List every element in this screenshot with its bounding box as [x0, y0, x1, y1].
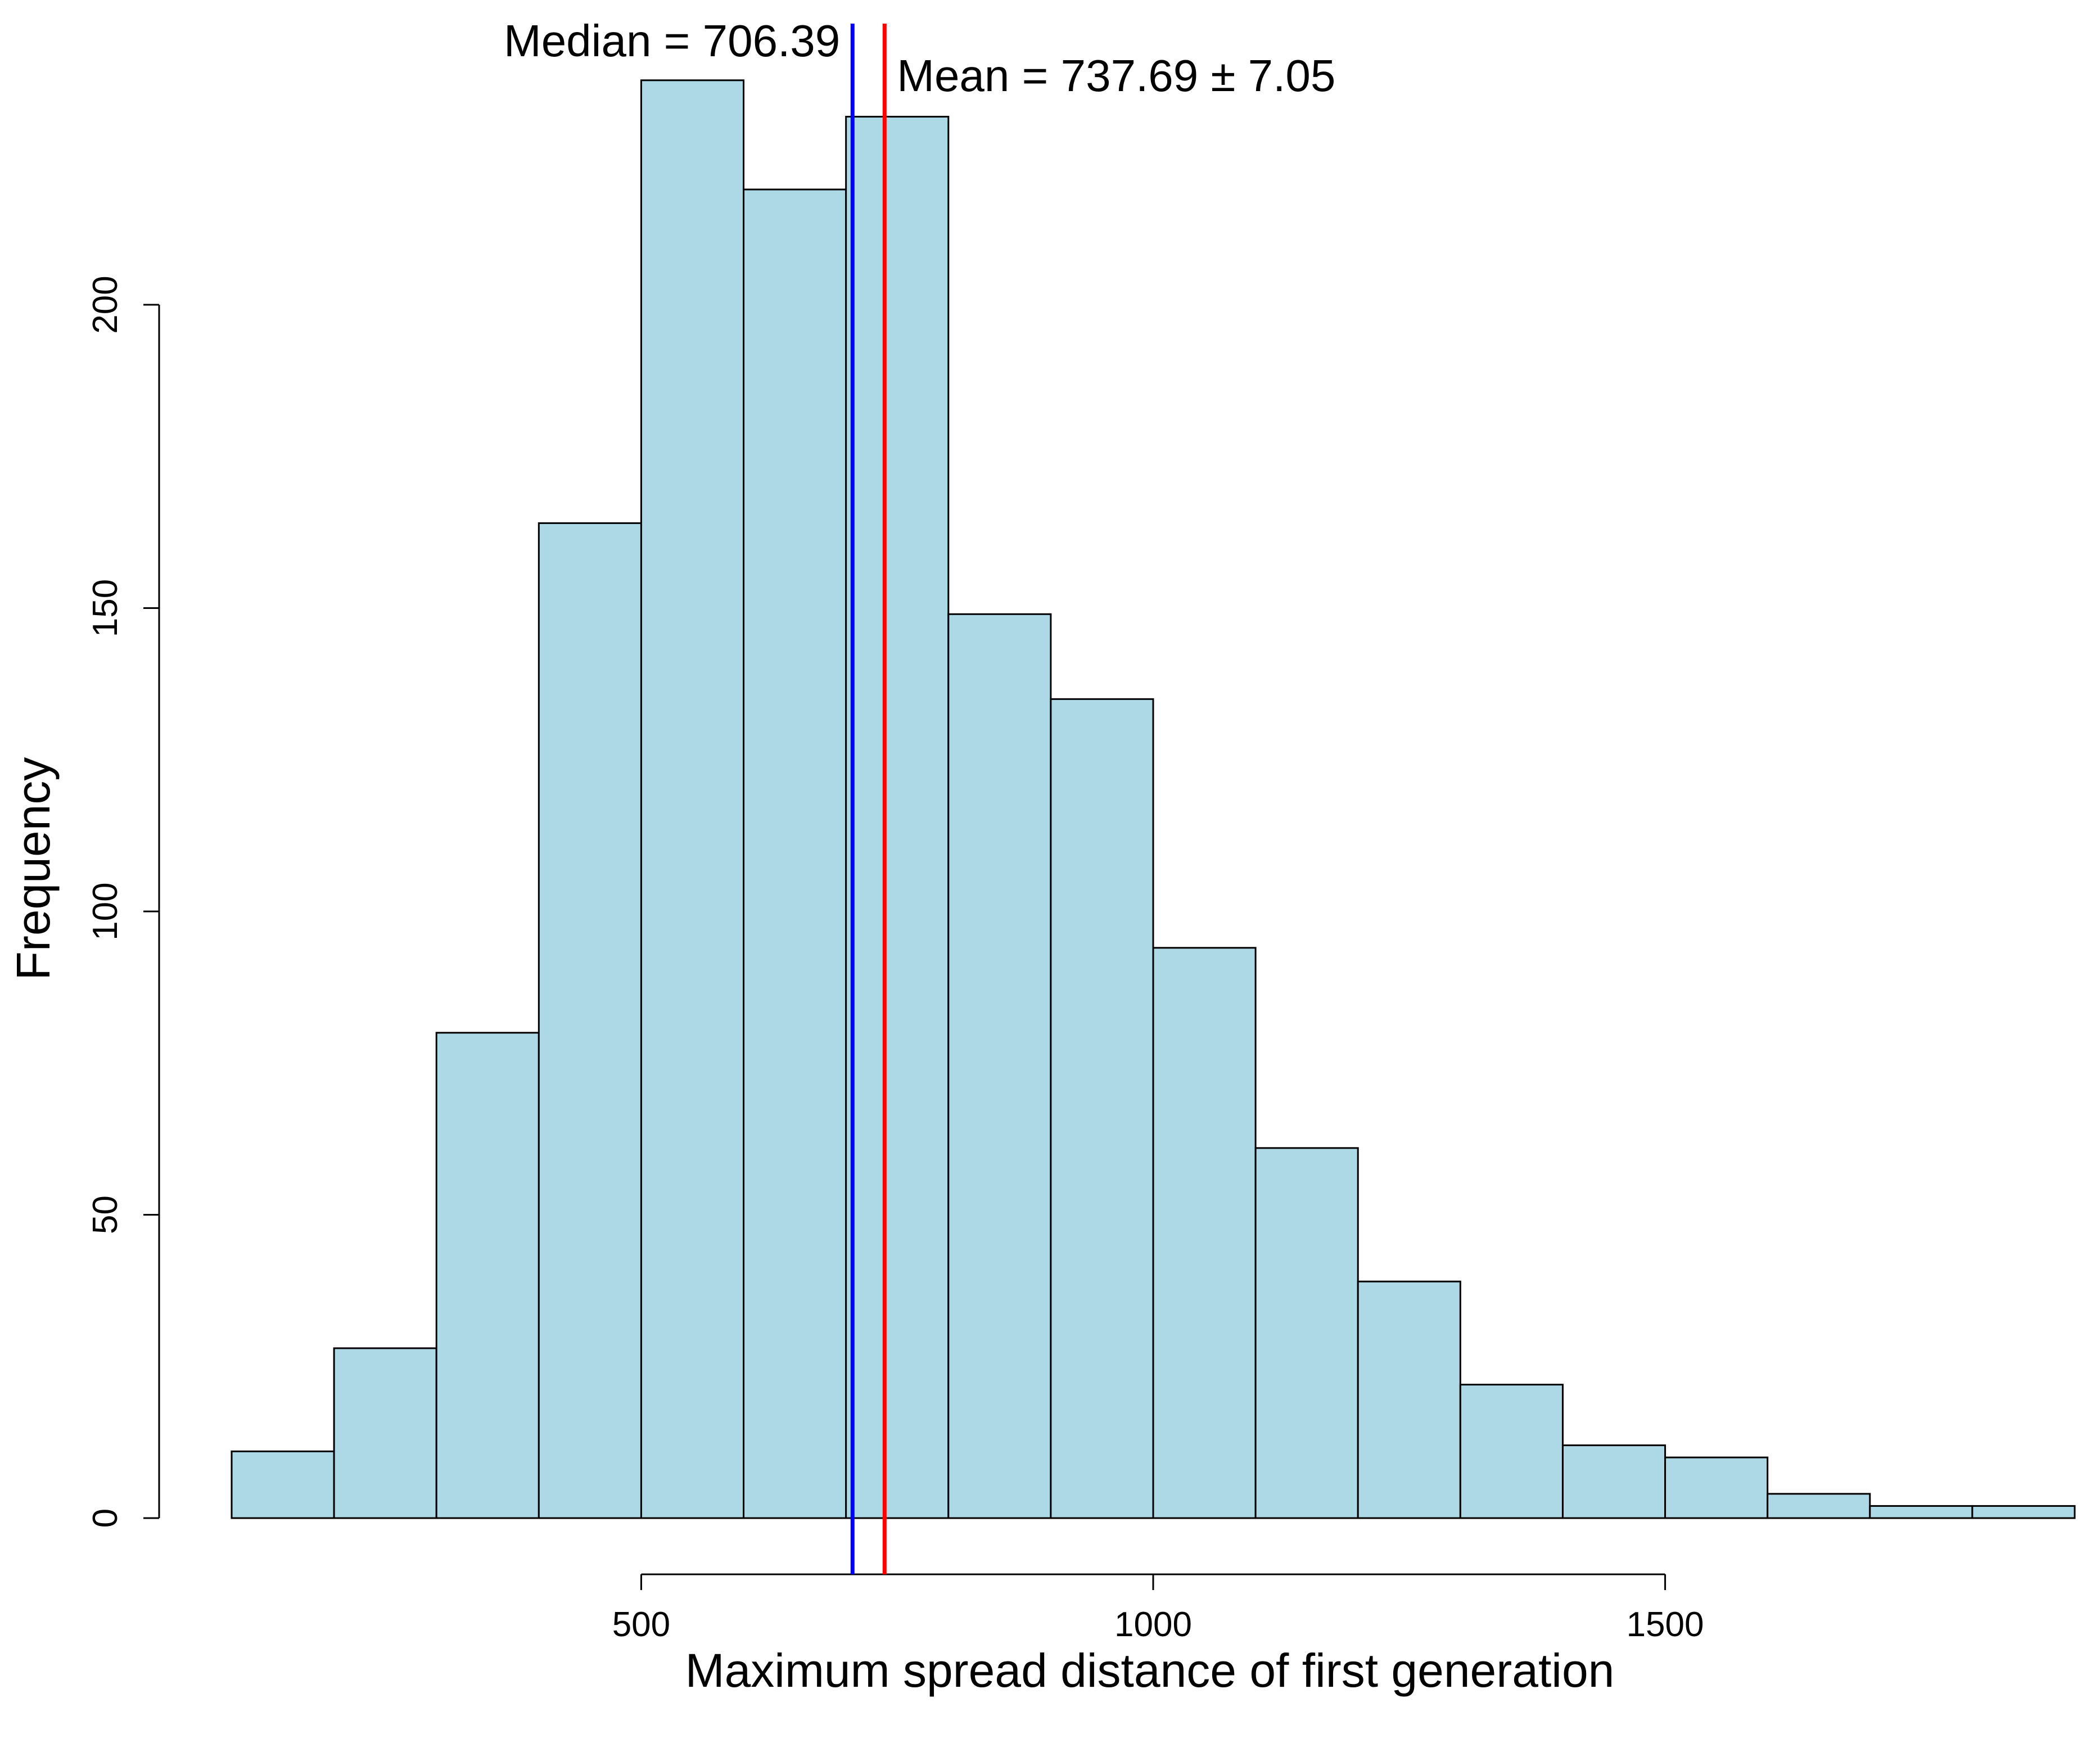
histogram-bars	[231, 79, 2076, 1519]
y-tick-label-100: 100	[86, 882, 125, 940]
histogram-bar-600-700	[743, 188, 847, 1519]
histogram-bar-900-1000	[1050, 698, 1154, 1519]
histogram-bar-1700-1800	[1869, 1505, 1973, 1519]
reference-lines: Median = 706.39 Mean = 737.69 ± 7.05	[504, 16, 1335, 1574]
histogram-bar-500-600	[640, 79, 745, 1519]
histogram-bar-1100-1200	[1254, 1147, 1359, 1519]
mean-label: Mean = 737.69 ± 7.05	[897, 51, 1335, 101]
median-label: Median = 706.39	[504, 16, 840, 66]
x-tick-label-1500: 1500	[1627, 1605, 1704, 1644]
histogram-bar-1000-1100	[1152, 947, 1257, 1519]
y-tick-label-200: 200	[86, 276, 125, 333]
y-tick-label-0: 0	[86, 1509, 125, 1528]
histogram-bar-300-400	[435, 1032, 540, 1519]
y-axis: 0 50 100 150 200	[86, 276, 160, 1528]
histogram-bar-1400-1500	[1561, 1444, 1667, 1519]
y-axis-title: Frequency	[7, 757, 60, 981]
histogram-bar-1600-1700	[1767, 1493, 1871, 1519]
histogram-bar-1500-1600	[1664, 1456, 1769, 1519]
histogram-bar-700-800	[845, 116, 950, 1519]
histogram-bar-1300-1400	[1459, 1384, 1564, 1519]
histogram-bar-100-200	[231, 1450, 335, 1519]
histogram-bar-400-500	[538, 522, 642, 1519]
y-tick-label-50: 50	[86, 1195, 125, 1234]
x-tick-label-500: 500	[612, 1605, 670, 1644]
histogram-bar-200-300	[333, 1347, 437, 1519]
x-axis: 500 1000 1500	[612, 1573, 1704, 1644]
histogram-bar-1800-1900	[1971, 1505, 2076, 1519]
histogram-bar-1200-1300	[1357, 1280, 1461, 1519]
x-axis-title: Maximum spread distance of first generat…	[685, 1644, 1615, 1697]
histogram-bar-800-900	[947, 613, 1052, 1519]
x-tick-label-1000: 1000	[1114, 1605, 1192, 1644]
y-tick-label-150: 150	[86, 579, 125, 637]
